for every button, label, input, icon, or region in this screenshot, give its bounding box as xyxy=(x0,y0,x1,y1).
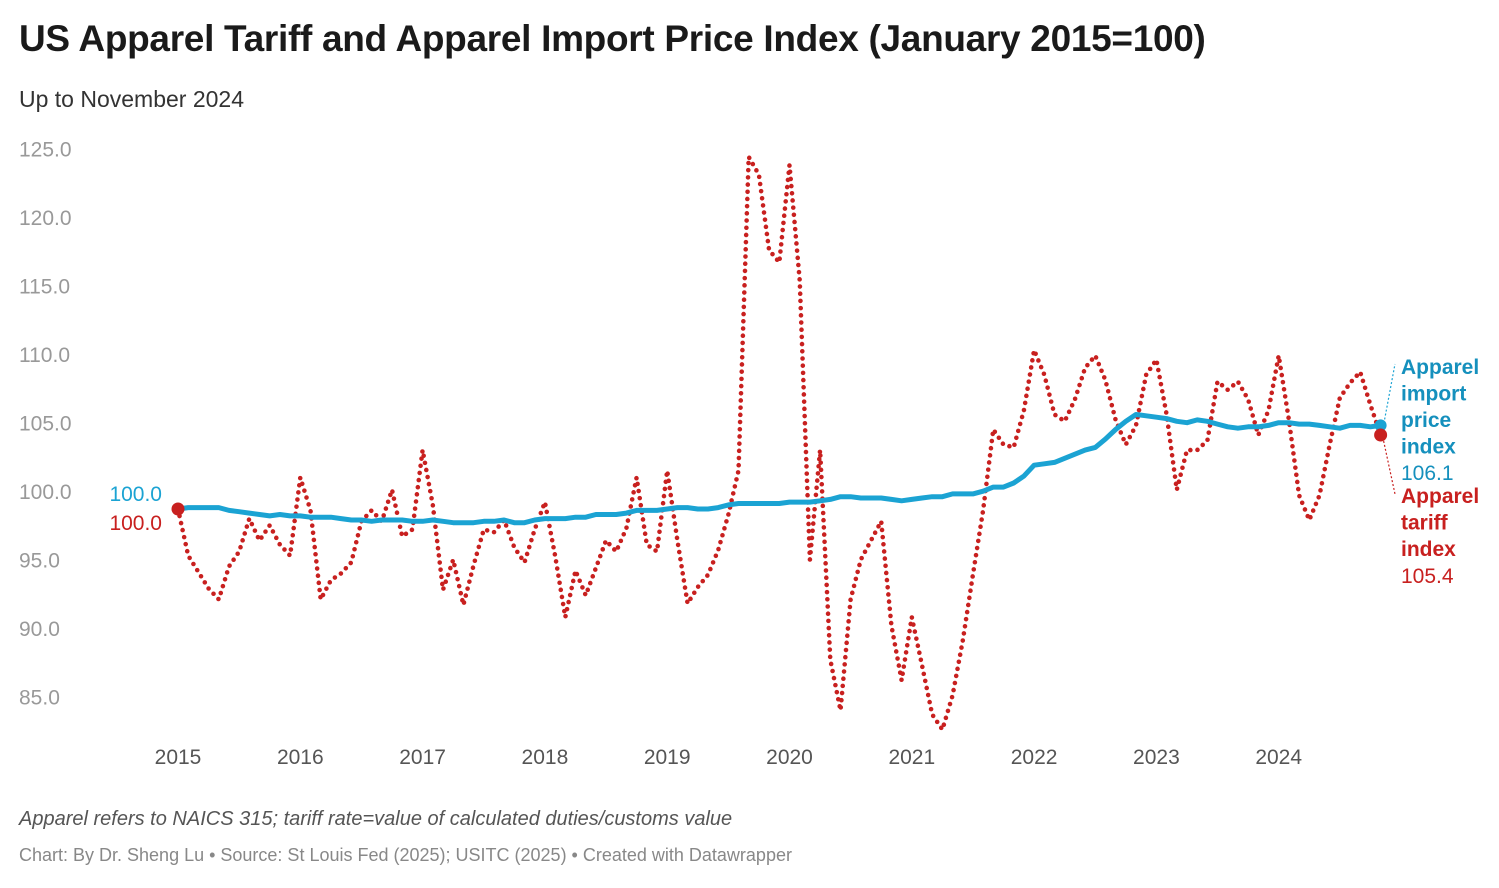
series-lines xyxy=(171,154,1388,732)
x-tick-label: 2023 xyxy=(1133,746,1180,769)
x-tick-label: 2017 xyxy=(399,746,446,769)
y-tick-label: 125.0 xyxy=(19,139,72,162)
x-tick-label: 2019 xyxy=(644,746,691,769)
tariff-label: tariff xyxy=(1401,512,1449,535)
tariff-start-point xyxy=(171,502,185,516)
chart-subtitle: Up to November 2024 xyxy=(19,86,245,112)
x-tick-label: 2021 xyxy=(888,746,935,769)
y-tick-label: 105.0 xyxy=(19,413,72,436)
tariff-start-label: 100.0 xyxy=(109,512,162,535)
import-price-label: price xyxy=(1401,409,1451,432)
import-price-end-value: 106.1 xyxy=(1401,462,1454,485)
chart-title: US Apparel Tariff and Apparel Import Pri… xyxy=(19,18,1206,59)
x-tick-label: 2024 xyxy=(1255,746,1302,769)
x-tick-label: 2016 xyxy=(277,746,324,769)
tariff-label: Apparel xyxy=(1401,485,1479,508)
import-price-label: import xyxy=(1401,383,1466,406)
x-tick-label: 2020 xyxy=(766,746,813,769)
chart-byline: Chart: By Dr. Sheng Lu • Source: St Loui… xyxy=(19,845,792,865)
x-tick-label: 2015 xyxy=(155,746,202,769)
import-price-end-point xyxy=(1374,419,1387,432)
import-price-start-label: 100.0 xyxy=(109,483,162,506)
x-tick-label: 2022 xyxy=(1011,746,1058,769)
y-tick-label: 85.0 xyxy=(19,687,60,710)
y-axis-ticks: 85.0 90.0 95.0 100.0 105.0 110.0 115.0 120.0 125… xyxy=(19,139,72,710)
chart-note: Apparel refers to NAICS 315; tariff rate… xyxy=(19,808,733,830)
x-axis-ticks: 2015 2016 2017 2018 2019 2020 2021 2022 2023 2024 xyxy=(155,746,1303,769)
y-tick-label: 110.0 xyxy=(19,344,70,367)
import-price-index-line xyxy=(175,412,1384,526)
x-tick-label: 2018 xyxy=(522,746,569,769)
y-tick-label: 120.0 xyxy=(19,207,72,230)
import-price-label: index xyxy=(1401,436,1456,459)
tariff-index-line xyxy=(175,154,1383,732)
tariff-end-value: 105.4 xyxy=(1401,565,1454,588)
y-tick-label: 90.0 xyxy=(19,618,60,641)
tariff-label: index xyxy=(1401,538,1456,561)
series-labels: 100.0100.0Apparelimportpriceindex106.1Ap… xyxy=(109,356,1479,588)
tariff-connector xyxy=(1383,440,1396,495)
y-tick-label: 100.0 xyxy=(19,481,72,504)
y-tick-label: 115.0 xyxy=(19,276,70,299)
import-price-connector xyxy=(1384,363,1396,420)
import-price-label: Apparel xyxy=(1401,356,1479,379)
y-tick-label: 95.0 xyxy=(19,550,60,573)
tariff-end-point xyxy=(1374,428,1388,442)
